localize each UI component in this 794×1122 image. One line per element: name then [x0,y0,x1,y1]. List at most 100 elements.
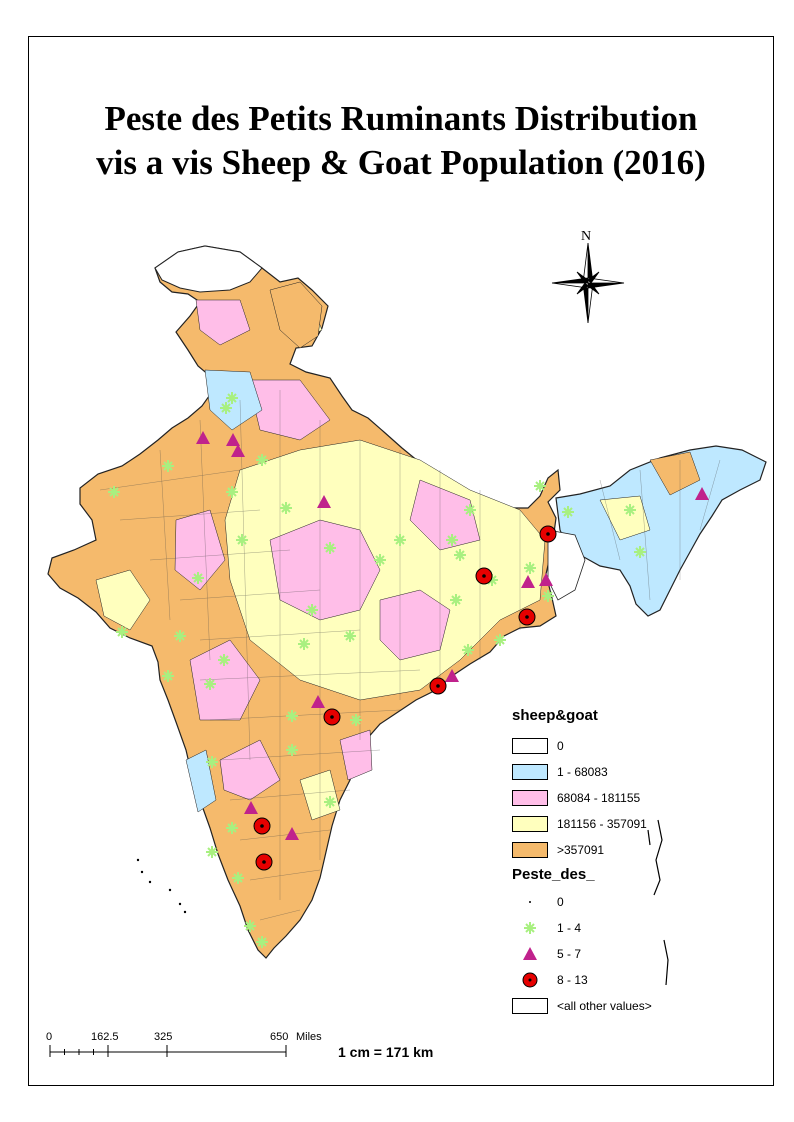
legend-label: 1 - 4 [557,921,582,935]
legend-symbol-dot-icon [529,901,531,903]
legend-title-sheep-goat: sheep&goat [512,707,598,724]
ppr-marker-1-4 [298,638,310,650]
north-arrow-icon [551,242,625,324]
ppr-marker-1-4 [624,504,636,516]
scale-unit-label: Miles [296,1031,322,1043]
legend-swatch [512,738,548,754]
ppr-marker-1-4 [306,604,318,616]
ppr-marker-1-4 [204,678,216,690]
ppr-marker-1-4 [524,562,536,574]
scale-tick-label: 325 [154,1031,173,1043]
ppr-marker-8-13 [518,608,536,626]
ppr-marker-1-4 [226,486,238,498]
ppr-marker-8-13 [475,567,493,585]
region-zero-class [154,245,263,293]
legend-symbol-asterisk-icon [524,922,536,934]
ppr-marker-1-4 [226,822,238,834]
legend-item-ppr: 1 - 4 [512,919,581,937]
ppr-marker-1-4 [462,644,474,656]
legend-symbol-circle-icon [522,972,538,988]
ppr-marker-1-4 [446,534,458,546]
ppr-marker-1-4 [324,796,336,808]
map-title-line-1: Peste des Petits Ruminants Distribution [104,99,698,138]
ppr-marker-5-7 [196,431,210,444]
ppr-marker-5-7 [445,669,459,682]
north-arrow-label: N [581,229,592,244]
legend-item-sheep-goat: 1 - 68083 [512,763,608,781]
ppr-marker-1-4 [162,670,174,682]
ppr-marker-1-4 [244,920,256,932]
ppr-marker-1-4 [494,634,506,646]
legend-label: 0 [557,739,564,753]
ppr-marker-1-4 [280,502,292,514]
legend-item-ppr: 0 [512,893,564,911]
legend-label: >357091 [557,843,605,857]
ppr-marker-1-4 [116,626,128,638]
ppr-marker-1-4 [256,936,268,948]
legend-label: 68084 - 181155 [557,791,641,805]
scale-tick-label: 650 [270,1031,289,1043]
ppr-marker-1-4 [232,872,244,884]
legend-symbol-triangle-icon [523,947,537,960]
ppr-marker-1-4 [634,546,646,558]
andaman-nicobar-islands [647,819,669,986]
ppr-marker-1-4 [206,756,218,768]
ppr-marker-1-4 [226,392,238,404]
legend-label: 0 [557,895,564,909]
map-frame [28,36,774,1086]
ppr-marker-5-7 [521,575,535,588]
ppr-marker-1-4 [256,454,268,466]
ppr-marker-1-4 [236,534,248,546]
ppr-marker-1-4 [286,744,298,756]
ppr-marker-5-7 [285,827,299,840]
ppr-marker-1-4 [394,534,406,546]
legend-item-ppr: <all other values> [512,997,652,1015]
ppr-marker-8-13 [323,708,341,726]
legend-item-sheep-goat: >357091 [512,841,604,859]
ppr-marker-5-7 [231,444,245,457]
ppr-marker-1-4 [542,590,554,602]
india-district-map [47,245,767,986]
ppr-marker-1-4 [454,549,466,561]
scale-tick-label: 162.5 [91,1031,119,1043]
ppr-marker-1-4 [174,630,186,642]
legend-item-ppr: 5 - 7 [512,945,581,963]
ppr-marker-8-13 [429,677,447,695]
ppr-marker-1-4 [286,710,298,722]
ppr-marker-1-4 [324,542,336,554]
ppr-marker-1-4 [192,572,204,584]
ppr-marker-1-4 [350,714,362,726]
ppr-marker-1-4 [162,460,174,472]
scale-ratio-text: 1 cm = 171 km [338,1044,434,1060]
legend-item-sheep-goat: 0 [512,737,564,755]
ppr-marker-1-4 [206,846,218,858]
legend-label: 1 - 68083 [557,765,608,779]
ppr-marker-1-4 [464,504,476,516]
legend-label: 5 - 7 [557,947,582,961]
legend-label: 181156 - 357091 [557,817,647,831]
ppr-marker-1-4 [374,554,386,566]
india-northeast [555,445,767,617]
ppr-marker-1-4 [450,594,462,606]
ppr-marker-5-7 [695,487,709,500]
scale-tick-label: 0 [46,1031,53,1043]
legend-swatch [512,842,548,858]
map-title-line-2: vis a vis Sheep & Goat Population (2016) [96,143,706,182]
ppr-marker-8-13 [539,525,557,543]
ppr-marker-1-4 [344,630,356,642]
ppr-marker-1-4 [562,506,574,518]
ppr-marker-5-7 [539,573,553,586]
ppr-marker-1-4 [534,480,546,492]
ppr-marker-5-7 [244,801,258,814]
legend-swatch [512,790,548,806]
legend-item-sheep-goat: 68084 - 181155 [512,789,640,807]
ppr-marker-8-13 [255,853,273,871]
legend-label: <all other values> [557,999,652,1013]
legend-swatch [512,764,548,780]
ppr-marker-1-4 [220,402,232,414]
legend-item-sheep-goat: 181156 - 357091 [512,815,647,833]
ppr-marker-5-7 [317,495,331,508]
legend-title-ppr: Peste_des_ [512,866,595,883]
